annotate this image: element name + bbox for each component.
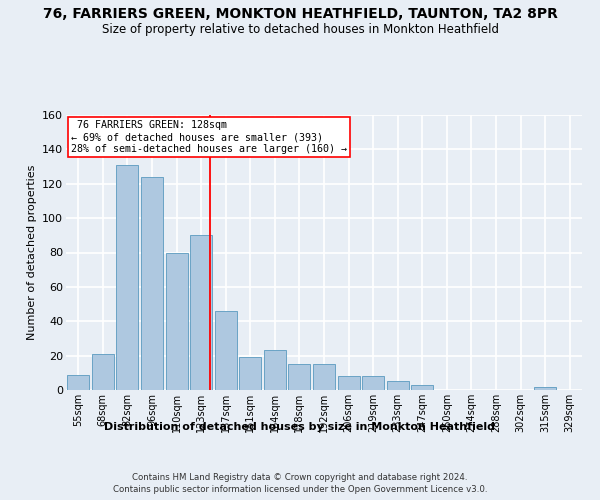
- Bar: [239, 358, 262, 390]
- Bar: [362, 376, 384, 390]
- Bar: [289, 364, 310, 390]
- Text: 76, FARRIERS GREEN, MONKTON HEATHFIELD, TAUNTON, TA2 8PR: 76, FARRIERS GREEN, MONKTON HEATHFIELD, …: [43, 8, 557, 22]
- Bar: [215, 311, 237, 390]
- Bar: [411, 385, 433, 390]
- Text: Contains HM Land Registry data © Crown copyright and database right 2024.: Contains HM Land Registry data © Crown c…: [132, 472, 468, 482]
- Y-axis label: Number of detached properties: Number of detached properties: [26, 165, 37, 340]
- Bar: [190, 236, 212, 390]
- Bar: [534, 386, 556, 390]
- Bar: [338, 376, 359, 390]
- Bar: [313, 364, 335, 390]
- Bar: [264, 350, 286, 390]
- Bar: [141, 177, 163, 390]
- Bar: [166, 252, 188, 390]
- Bar: [116, 165, 139, 390]
- Text: 76 FARRIERS GREEN: 128sqm
← 69% of detached houses are smaller (393)
28% of semi: 76 FARRIERS GREEN: 128sqm ← 69% of detac…: [71, 120, 347, 154]
- Bar: [92, 354, 114, 390]
- Bar: [67, 374, 89, 390]
- Text: Size of property relative to detached houses in Monkton Heathfield: Size of property relative to detached ho…: [101, 22, 499, 36]
- Bar: [386, 382, 409, 390]
- Text: Contains public sector information licensed under the Open Government Licence v3: Contains public sector information licen…: [113, 485, 487, 494]
- Text: Distribution of detached houses by size in Monkton Heathfield: Distribution of detached houses by size …: [104, 422, 496, 432]
